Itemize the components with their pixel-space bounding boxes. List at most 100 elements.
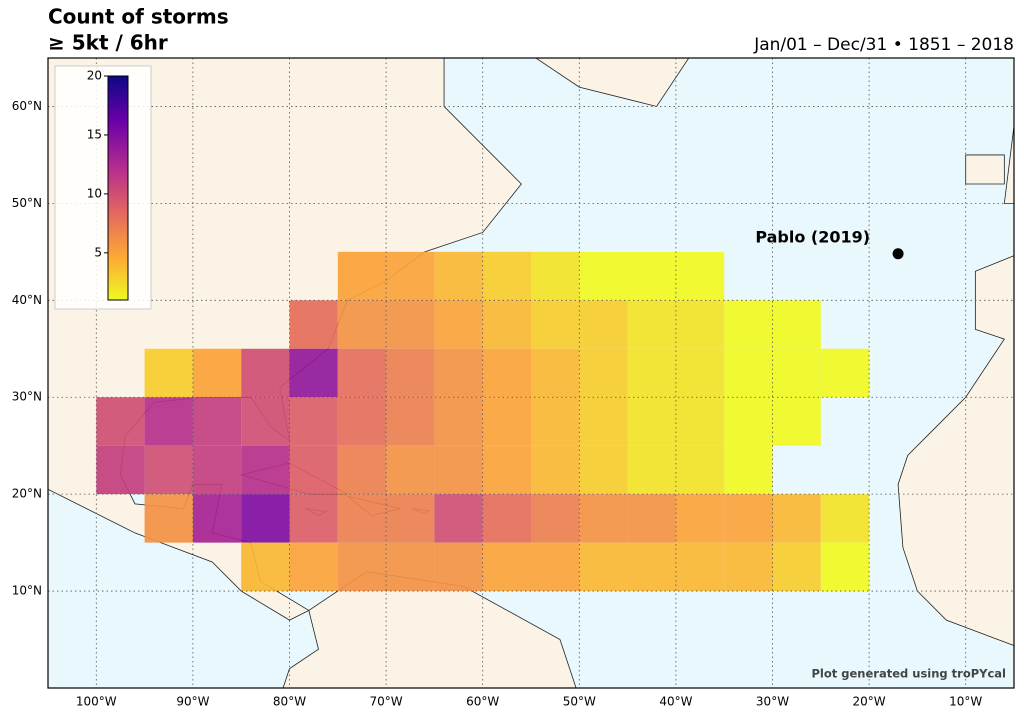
heat-cell (627, 397, 676, 446)
heat-cell (675, 300, 725, 349)
x-tick-label: 50°W (563, 695, 596, 709)
heat-cell (724, 445, 773, 495)
heat-cell (241, 494, 290, 543)
heat-cell (289, 348, 338, 398)
heat-cell (386, 397, 435, 446)
x-tick-label: 70°W (370, 695, 403, 709)
heat-cell (820, 542, 870, 592)
storm-point (892, 248, 904, 260)
landmass (965, 154, 1005, 185)
y-tick-label: 30°N (12, 390, 42, 404)
credit: Plot generated using troPYcal (812, 667, 1007, 681)
heat-cell (724, 397, 773, 446)
heat-cell (772, 348, 821, 398)
colorbar-tick-label: 15 (87, 127, 102, 141)
x-tick-label: 90°W (176, 695, 209, 709)
landmass (897, 255, 1014, 647)
heat-cell (482, 348, 531, 398)
heat-cell (337, 494, 387, 543)
heat-cell (192, 348, 242, 398)
heat-cell (386, 251, 435, 301)
heat-cell (289, 397, 338, 446)
heat-cell (531, 348, 580, 398)
heat-cell (724, 542, 773, 592)
heat-cell (144, 348, 193, 398)
heat-cell (627, 251, 676, 301)
heat-cell (531, 494, 580, 543)
heat-cell (675, 348, 725, 398)
heat-cell (241, 542, 290, 592)
heat-cell (144, 494, 193, 543)
heat-cell (579, 494, 628, 543)
heat-cell (434, 300, 483, 349)
heat-cell (482, 397, 531, 446)
y-tick-label: 40°N (12, 293, 42, 307)
heat-cell (675, 397, 725, 446)
heat-cell (482, 542, 531, 592)
heat-cell (434, 251, 483, 301)
heat-cell (675, 542, 725, 592)
heat-cell (675, 494, 725, 543)
heat-cell (627, 300, 676, 349)
y-tick-label: 20°N (12, 487, 42, 501)
colorbar: 5 10 15 20 (87, 69, 129, 301)
heat-cell (579, 348, 628, 398)
heat-cell (579, 542, 628, 592)
landmass (1003, 125, 1014, 204)
heatmap (96, 251, 870, 592)
heat-cell (96, 397, 145, 446)
heat-cell (531, 542, 580, 592)
x-tick-label: 10°W (949, 695, 982, 709)
heat-cell (289, 300, 338, 349)
annotation: Pablo (2019) (755, 227, 904, 260)
heat-cell (724, 300, 773, 349)
heat-cell (675, 251, 725, 301)
heat-cell (386, 542, 435, 592)
subtitle: ≥ 5kt / 6hr (48, 31, 168, 55)
heat-cell (386, 348, 435, 398)
heat-cell (386, 494, 435, 543)
heat-cell (241, 397, 290, 446)
frame (47, 57, 1015, 689)
heat-cell (144, 445, 193, 495)
heat-cell (337, 300, 387, 349)
storm-label: Pablo (2019) (755, 227, 870, 246)
heat-cell (627, 542, 676, 592)
colorbar-tick-label: 20 (87, 69, 102, 83)
heat-cell (579, 251, 628, 301)
colorbar-scale (107, 75, 129, 301)
heat-cell (531, 397, 580, 446)
colorbar-tick-label: 5 (94, 245, 102, 259)
heat-cell (289, 542, 338, 592)
colorbar-box (54, 65, 152, 310)
heat-cell (482, 300, 531, 349)
heat-cell (96, 445, 145, 495)
heat-cell (192, 494, 242, 543)
y-tick-label: 50°N (12, 196, 42, 210)
heat-cell (337, 397, 387, 446)
heat-cell (434, 348, 483, 398)
heat-cell (579, 397, 628, 446)
heat-cell (627, 494, 676, 543)
heat-cell (772, 494, 821, 543)
heat-cell (627, 445, 676, 495)
heat-cell (724, 494, 773, 543)
heat-cell (386, 445, 435, 495)
x-tick-label: 60°W (466, 695, 499, 709)
heat-cell (434, 397, 483, 446)
y-tick-label: 60°N (12, 99, 42, 113)
heat-cell (531, 445, 580, 495)
heat-cell (144, 397, 193, 446)
heat-cell (337, 445, 387, 495)
heat-cell (675, 445, 725, 495)
heat-cell (724, 348, 773, 398)
x-tick-label: 20°W (853, 695, 886, 709)
heat-cell (579, 445, 628, 495)
colorbar-tick-label: 10 (87, 186, 102, 200)
heat-cell (192, 397, 242, 446)
heat-cell (820, 348, 870, 398)
heat-cell (627, 348, 676, 398)
heat-cell (579, 300, 628, 349)
heat-cell (434, 542, 483, 592)
